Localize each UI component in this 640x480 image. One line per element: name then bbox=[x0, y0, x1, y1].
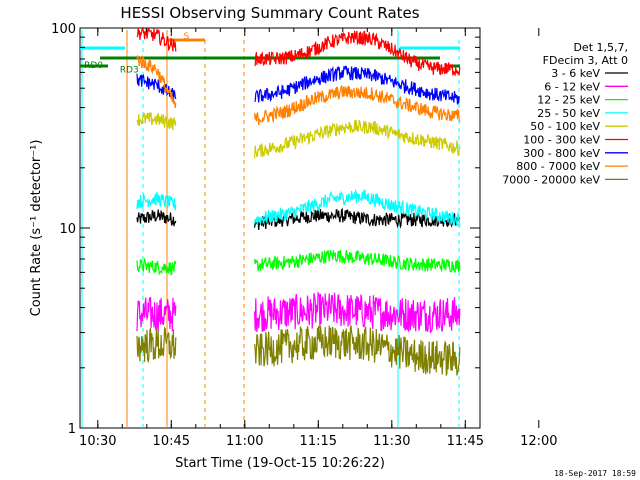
series-line-8 bbox=[254, 325, 461, 377]
series-line-2 bbox=[254, 249, 461, 273]
chart-title: HESSI Observing Summary Count Rates bbox=[120, 4, 419, 22]
y-axis: 1 10 100 bbox=[51, 22, 480, 437]
y-tick-label: 100 bbox=[51, 22, 76, 37]
series-line-7 bbox=[136, 54, 177, 109]
y-tick-label: 10 bbox=[59, 222, 76, 237]
series-line-8 bbox=[136, 326, 177, 364]
x-tick-label: 10:30 bbox=[79, 434, 116, 449]
legend-label: 12 - 25 keV bbox=[537, 94, 600, 107]
annotation-layer: RD0 RD3 S bbox=[84, 32, 189, 75]
series-line-3 bbox=[254, 189, 461, 227]
series-line-3 bbox=[136, 192, 177, 211]
x-tick-label: 11:00 bbox=[226, 434, 263, 449]
legend-label: 800 - 7000 keV bbox=[516, 160, 600, 173]
series-line-5 bbox=[254, 30, 461, 77]
annotation-rd3: RD3 bbox=[120, 65, 139, 75]
x-tick-label: 12:00 bbox=[520, 434, 557, 449]
legend-label: 100 - 300 keV bbox=[523, 134, 600, 147]
legend-label: 50 - 100 keV bbox=[530, 120, 600, 133]
series-line-1 bbox=[254, 291, 461, 334]
series-line-4 bbox=[254, 119, 461, 159]
overlay-bars bbox=[80, 30, 460, 428]
series-line-0 bbox=[254, 207, 461, 230]
x-tick-label: 11:45 bbox=[447, 434, 484, 449]
annotation-rd0: RD0 bbox=[84, 61, 103, 71]
legend-header-line-2: FDecim 3, Att 0 bbox=[543, 54, 628, 67]
y-tick-label: 1 bbox=[68, 422, 76, 437]
generation-timestamp: 18-Sep-2017 18:59 bbox=[554, 469, 636, 478]
legend-label: 6 - 12 keV bbox=[544, 80, 600, 93]
series-line-2 bbox=[136, 257, 177, 276]
legend-label: 3 - 6 keV bbox=[551, 67, 600, 80]
y-axis-label: Count Rate (s⁻¹ detector⁻¹) bbox=[29, 140, 44, 317]
legend-label: 25 - 50 keV bbox=[537, 107, 600, 120]
series-line-4 bbox=[136, 112, 177, 131]
x-tick-label: 11:15 bbox=[300, 434, 337, 449]
x-axis-label: Start Time (19-Oct-15 10:26:22) bbox=[175, 456, 385, 471]
series-line-7 bbox=[254, 85, 461, 126]
series-line-5 bbox=[136, 26, 177, 52]
x-tick-label: 10:45 bbox=[153, 434, 190, 449]
series-line-0 bbox=[136, 209, 177, 227]
x-tick-label: 11:30 bbox=[373, 434, 410, 449]
series-layer bbox=[136, 26, 461, 377]
series-line-1 bbox=[136, 297, 177, 333]
annotation-s: S bbox=[184, 32, 190, 42]
legend-header-line-1: Det 1,5,7, bbox=[573, 41, 628, 54]
x-axis: 10:30 10:45 11:00 11:15 11:30 11:45 12:00 bbox=[79, 28, 558, 449]
legend-label: 7000 - 20000 keV bbox=[502, 173, 600, 186]
legend-label: 300 - 800 keV bbox=[523, 147, 600, 160]
series-line-6 bbox=[254, 65, 461, 105]
